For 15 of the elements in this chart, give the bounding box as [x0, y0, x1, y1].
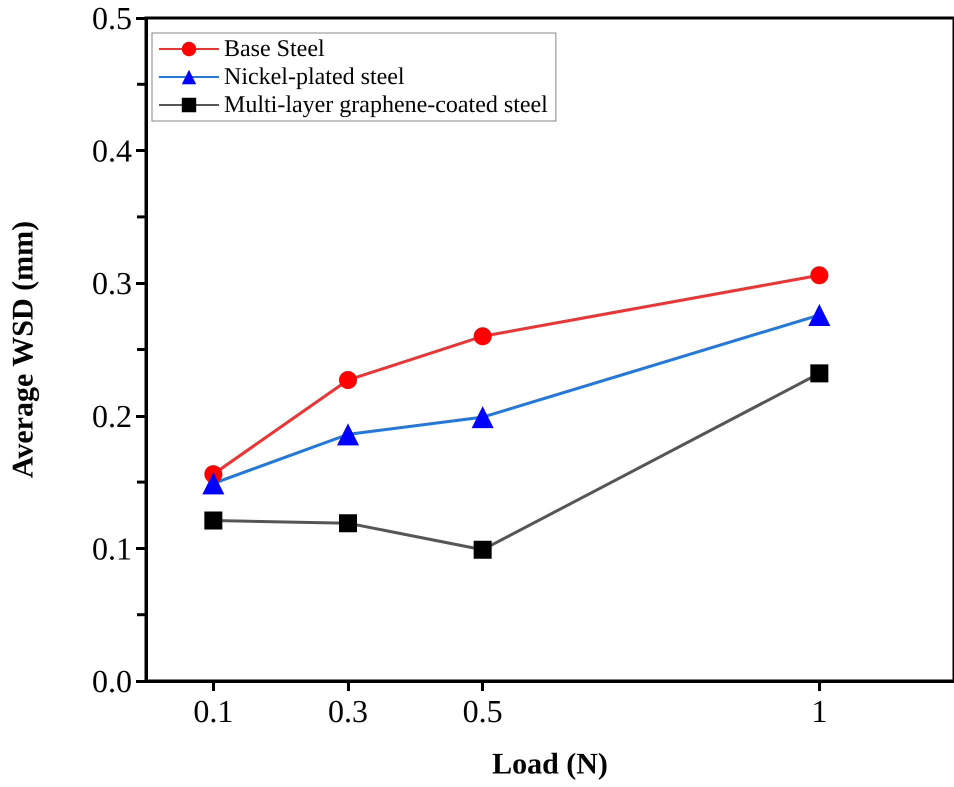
legend-label: Multi-layer graphene-coated steel [224, 92, 548, 118]
y-tick-label: 0.2 [92, 398, 132, 434]
y-tick-label: 0.4 [92, 132, 132, 169]
x-axis-title: Load (N) [492, 748, 608, 780]
legend-label: Base Steel [224, 36, 325, 62]
y-tick-label: 0.3 [92, 265, 132, 302]
legend-label: Nickel-plated steel [224, 64, 405, 90]
x-tick-label: 0.3 [328, 693, 368, 729]
x-tick-label: 0.1 [193, 693, 234, 729]
y-tick-label: 0.0 [92, 663, 132, 699]
y-tick-label: 0.1 [92, 530, 132, 566]
y-tick-label: 0.5 [92, 0, 132, 36]
y-axis-title: Average WSD (mm) [6, 220, 40, 478]
x-tick-label: 1 [811, 693, 828, 729]
x-tick-label: 0.5 [462, 693, 503, 729]
